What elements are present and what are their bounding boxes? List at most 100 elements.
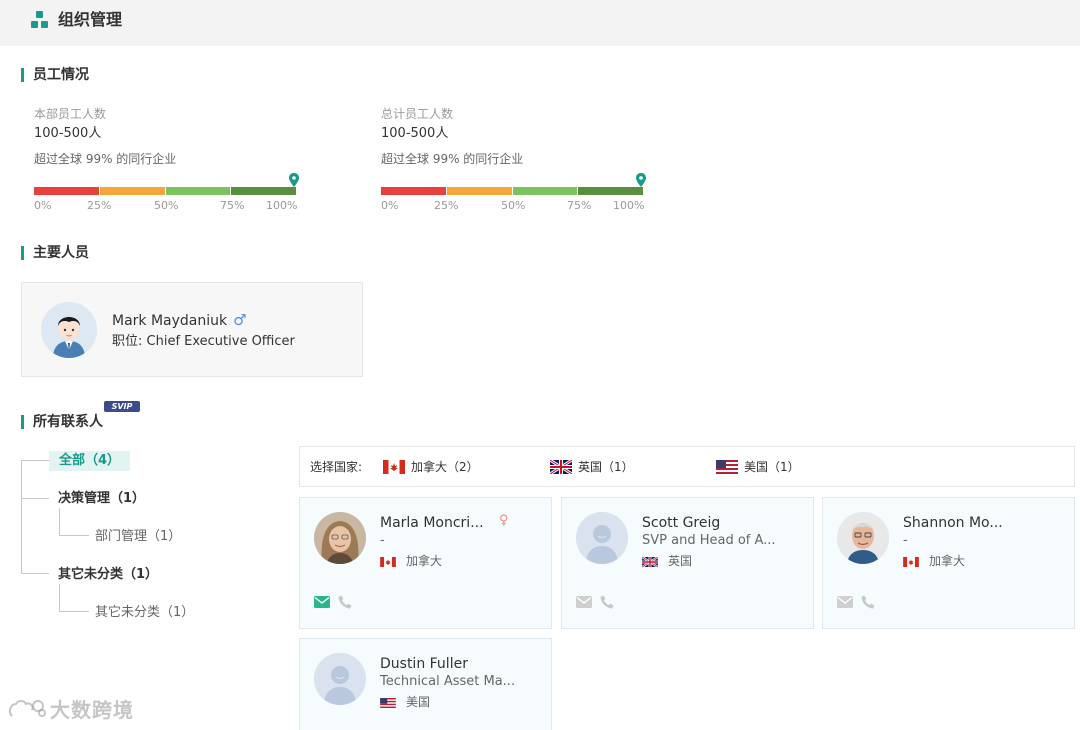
- tree-item-all[interactable]: 全部（4）: [49, 451, 131, 471]
- photo-avatar-icon: [314, 512, 366, 564]
- bar-segment: [381, 187, 446, 195]
- percentile-bar: 0% 25% 50% 75% 100%: [381, 173, 651, 212]
- total-employee-stat: 总计员工人数 100-500人 超过全球 99% 的同行企业 0% 25% 50…: [381, 106, 651, 212]
- tick-label: 100%: [266, 199, 298, 212]
- tree-item-other-sub[interactable]: 其它未分类（1）: [95, 605, 195, 620]
- usa-flag-icon: [380, 698, 396, 708]
- stat-value: 100-500人: [381, 126, 449, 141]
- tree-connector: [21, 460, 49, 574]
- stat-value: 100-500人: [34, 126, 102, 141]
- contact-name[interactable]: Shannon Mo...: [903, 515, 1003, 531]
- tick-label: 25%: [434, 199, 459, 212]
- tree-connector: [21, 498, 49, 499]
- contact-country: 加拿大: [380, 553, 442, 569]
- default-avatar-icon: [576, 512, 628, 564]
- avatar: [41, 302, 97, 358]
- contact-card[interactable]: Scott Greig SVP and Head of A... 英国: [561, 497, 814, 629]
- usa-flag-icon: [716, 460, 738, 474]
- contact-name[interactable]: Marla Moncri...: [380, 515, 484, 531]
- uk-flag-icon: [642, 557, 658, 567]
- stat-label: 本部员工人数: [34, 107, 107, 121]
- email-icon[interactable]: [576, 596, 592, 608]
- svip-badge: SVIP: [104, 401, 140, 412]
- contact-title: -: [903, 533, 908, 548]
- tree-item-other[interactable]: 其它未分类（1）: [58, 567, 159, 582]
- location-pin-icon: [289, 173, 299, 187]
- tree-item-decision[interactable]: 决策管理（1）: [58, 491, 146, 506]
- section-title-employees: 员工情况: [21, 66, 89, 84]
- contact-country-label: 美国: [406, 695, 431, 709]
- country-option-uk[interactable]: 英国（1）: [550, 458, 634, 476]
- watermark-text: 大数跨境: [50, 698, 134, 722]
- bar-segment: [512, 187, 578, 195]
- key-person-card[interactable]: Mark Maydaniuk ♂ 职位: Chief Executive Offi…: [21, 282, 363, 377]
- watermark: 大数跨境: [8, 696, 134, 724]
- tick-label: 0%: [34, 199, 52, 212]
- avatar: [837, 512, 889, 564]
- stat-label: 总计员工人数: [381, 107, 454, 121]
- watermark-logo-icon: [8, 700, 46, 717]
- top-bar: 组织管理: [0, 0, 1080, 46]
- section-title-key-people: 主要人员: [21, 244, 89, 262]
- contact-title: -: [380, 533, 385, 548]
- country-filter-bar: 选择国家: 加拿大（2） 英国（1） 美国（1）: [299, 446, 1075, 487]
- phone-icon[interactable]: [600, 595, 614, 609]
- contact-title: Technical Asset Ma...: [380, 674, 516, 689]
- email-icon[interactable]: [837, 596, 853, 608]
- page-title: 组织管理: [58, 10, 123, 29]
- country-option-canada[interactable]: 加拿大（2）: [383, 458, 479, 476]
- contact-name[interactable]: Scott Greig: [642, 515, 721, 531]
- tick-label: 25%: [87, 199, 112, 212]
- contact-country: 英国: [642, 553, 692, 569]
- avatar: [576, 512, 628, 564]
- bar-segment: [99, 187, 165, 195]
- percentile-bar: 0% 25% 50% 75% 100%: [34, 173, 304, 212]
- country-option-label: 加拿大（2）: [411, 460, 479, 474]
- contact-card[interactable]: Marla Moncri... ♀ - 加拿大: [299, 497, 552, 629]
- contact-card[interactable]: Shannon Mo... - 加拿大: [822, 497, 1075, 629]
- avatar: [314, 512, 366, 564]
- uk-flag-icon: [550, 460, 572, 474]
- tick-label: 50%: [154, 199, 179, 212]
- person-name-text: Mark Maydaniuk: [112, 313, 228, 329]
- tree-connector: [59, 584, 89, 612]
- person-role: 职位: Chief Executive Officer: [112, 334, 295, 349]
- email-icon[interactable]: [314, 596, 330, 608]
- phone-icon[interactable]: [861, 595, 875, 609]
- contact-country-label: 加拿大: [929, 554, 966, 568]
- tick-label: 100%: [613, 199, 645, 212]
- location-pin-icon: [636, 173, 646, 187]
- contact-name[interactable]: Dustin Fuller: [380, 656, 468, 672]
- country-filter-label: 选择国家:: [310, 460, 363, 474]
- contact-card[interactable]: Dustin Fuller Technical Asset Ma... 美国: [299, 638, 552, 730]
- stat-note: 超过全球 99% 的同行企业: [34, 152, 177, 166]
- canada-flag-icon: [383, 460, 405, 474]
- stat-note: 超过全球 99% 的同行企业: [381, 152, 524, 166]
- bar-segment: [34, 187, 99, 195]
- tick-label: 0%: [381, 199, 399, 212]
- contact-country: 加拿大: [903, 553, 965, 569]
- tree-item-dept-mgmt[interactable]: 部门管理（1）: [95, 529, 182, 544]
- tick-label: 75%: [220, 199, 245, 212]
- tick-label: 50%: [501, 199, 526, 212]
- country-option-usa[interactable]: 美国（1）: [716, 458, 800, 476]
- canada-flag-icon: [380, 557, 396, 567]
- contact-title: SVP and Head of A...: [642, 533, 776, 548]
- org-chart-icon: [31, 11, 48, 28]
- tree-connector: [21, 460, 49, 461]
- bar-segment: [446, 187, 512, 195]
- canada-flag-icon: [903, 557, 919, 567]
- country-option-label: 英国（1）: [578, 460, 634, 474]
- section-title-contacts: 所有联系人: [21, 413, 103, 431]
- photo-avatar-icon: [837, 512, 889, 564]
- person-name[interactable]: Mark Maydaniuk ♂: [112, 311, 247, 330]
- contact-country: 美国: [380, 694, 430, 710]
- tick-label: 75%: [567, 199, 592, 212]
- avatar: [314, 653, 366, 705]
- contact-category-tree: 全部（4） 决策管理（1） 部门管理（1） 其它未分类（1） 其它未分类（1）: [21, 450, 281, 640]
- male-icon: ♂: [233, 311, 247, 329]
- phone-icon[interactable]: [338, 595, 352, 609]
- bar-segment: [165, 187, 231, 195]
- dept-employee-stat: 本部员工人数 100-500人 超过全球 99% 的同行企业 0% 25% 50…: [34, 106, 304, 212]
- cartoon-avatar-icon: [41, 302, 97, 358]
